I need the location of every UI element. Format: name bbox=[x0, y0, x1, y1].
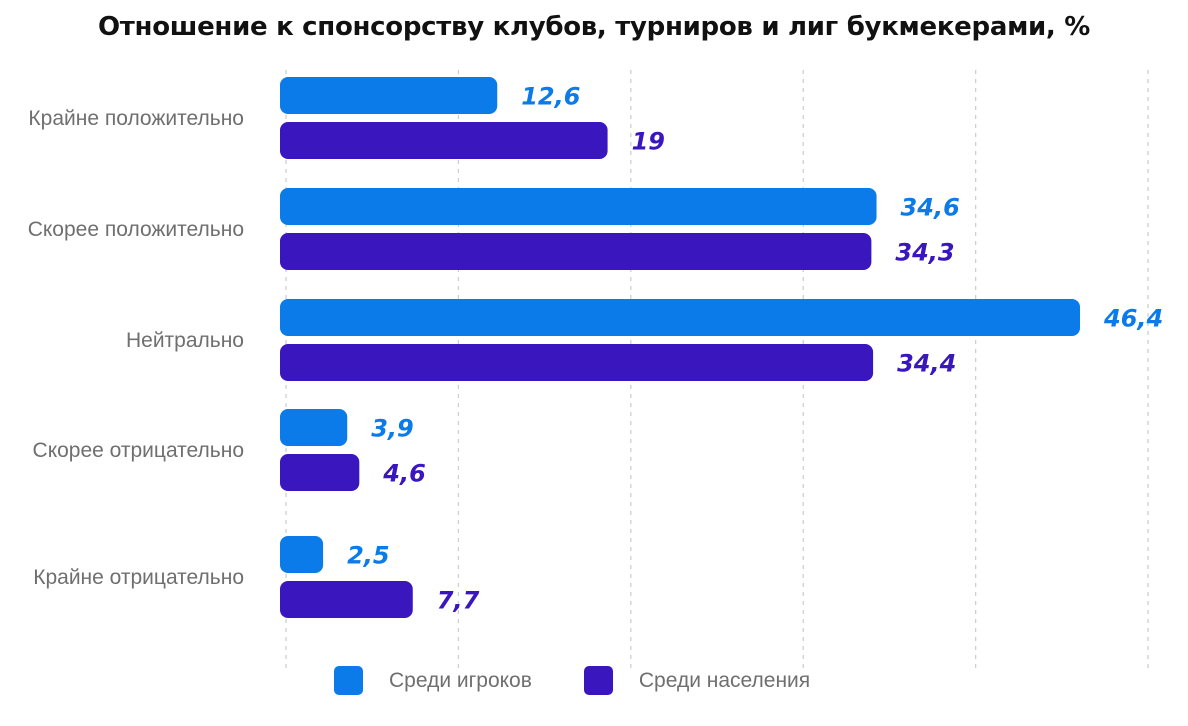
bar-population bbox=[280, 581, 413, 618]
value-label-population: 34,4 bbox=[897, 350, 956, 378]
bar-players bbox=[280, 299, 1080, 336]
bar-population bbox=[280, 122, 608, 159]
category-label: Нейтрально bbox=[126, 329, 244, 352]
chart-title: Отношение к спонсорству клубов, турниров… bbox=[97, 12, 1091, 42]
value-label-population: 19 bbox=[632, 128, 665, 156]
bar-players bbox=[280, 188, 877, 225]
legend: Среди игроков Среди населения bbox=[334, 666, 862, 695]
bar-population bbox=[280, 344, 874, 381]
bar-players bbox=[280, 77, 498, 114]
category-label: Скорее отрицательно bbox=[33, 439, 244, 462]
category-label: Крайне положительно bbox=[28, 107, 244, 130]
category-label: Скорее положительно bbox=[28, 218, 244, 241]
value-label-players: 12,6 bbox=[521, 83, 580, 111]
legend-swatch-population bbox=[583, 666, 613, 695]
value-label-players: 34,6 bbox=[901, 194, 960, 222]
value-label-population: 4,6 bbox=[382, 460, 426, 488]
legend-swatch-players bbox=[334, 666, 363, 695]
value-label-population: 34,3 bbox=[895, 239, 954, 267]
legend-item-players: Среди игроков bbox=[334, 666, 532, 695]
bar-population bbox=[280, 454, 360, 491]
value-label-players: 46,4 bbox=[1103, 305, 1163, 333]
value-label-population: 7,7 bbox=[437, 587, 480, 615]
value-label-players: 2,5 bbox=[347, 542, 390, 570]
legend-item-population: Среди населения bbox=[583, 666, 811, 695]
legend-label-players: Среди игроков bbox=[389, 668, 532, 692]
value-labels: 12,6 19 34,6 34,3 46,4 34,4 3,9 4,6 2,5 7,7 bbox=[347, 83, 1163, 615]
bar-population bbox=[280, 233, 872, 270]
value-label-players: 3,9 bbox=[371, 415, 414, 443]
bar-players bbox=[280, 409, 348, 446]
bars bbox=[280, 77, 1080, 618]
category-label: Крайне отрицательно bbox=[33, 566, 244, 589]
bar-players bbox=[280, 536, 324, 573]
category-labels: Крайне положительно Скорее положительно Не… bbox=[28, 107, 244, 589]
legend-label-population: Среди населения bbox=[638, 668, 811, 692]
